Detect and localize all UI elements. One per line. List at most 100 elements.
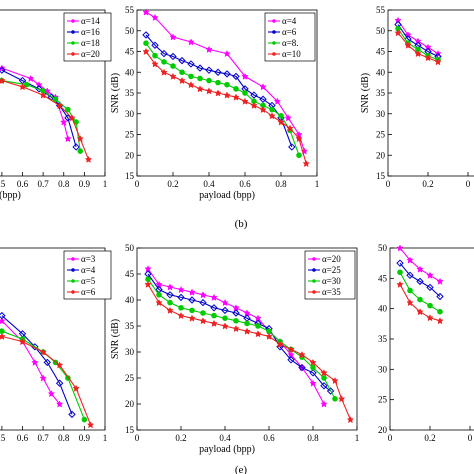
x-tick-label: 0.2 — [422, 179, 433, 189]
data-point — [434, 58, 442, 66]
data-point — [156, 292, 162, 298]
data-point — [242, 90, 248, 96]
data-point — [169, 52, 177, 61]
data-point — [188, 73, 194, 80]
x-tick-label: 0.8 — [275, 179, 287, 189]
data-point — [437, 308, 443, 315]
y-tick-label: 25 — [125, 373, 135, 383]
data-point — [39, 91, 47, 99]
y-tick-label: 25 — [378, 395, 388, 405]
data-point — [254, 330, 262, 338]
data-point — [396, 259, 404, 267]
legend-marker — [312, 257, 316, 261]
y-tick-label: 50 — [376, 26, 386, 36]
data-point — [232, 325, 240, 333]
data-point — [64, 135, 72, 143]
x-tick-label: 0.9 — [79, 433, 91, 443]
data-point — [321, 375, 327, 381]
x-tick-label: 1 — [355, 433, 360, 443]
data-point — [151, 60, 159, 68]
data-point — [273, 97, 281, 105]
series-line — [399, 247, 441, 282]
legend-marker — [71, 290, 75, 294]
data-point — [206, 77, 212, 84]
x-tick-label: 0.4 — [203, 179, 215, 189]
data-point — [233, 318, 239, 324]
y-tick-label: 40 — [125, 67, 135, 77]
data-point — [396, 280, 404, 288]
data-point — [81, 416, 88, 423]
data-point — [145, 276, 151, 283]
data-point — [287, 345, 295, 353]
data-point — [223, 91, 231, 99]
data-point — [179, 69, 185, 76]
data-point — [224, 81, 230, 88]
x-tick-label: 0 — [388, 433, 393, 443]
x-tick-label: 0.6 — [17, 433, 29, 443]
data-point — [232, 72, 240, 81]
legend-label: α=30 — [322, 276, 341, 286]
x-tick-label: 0.6 — [263, 433, 275, 443]
data-point — [52, 96, 59, 103]
legend-label: α=14 — [81, 16, 100, 26]
data-point — [332, 396, 338, 402]
data-point — [35, 85, 43, 93]
legend-marker — [71, 52, 75, 56]
x-tick-label: 0.6 — [17, 179, 29, 189]
series-line — [147, 273, 331, 392]
data-point — [210, 319, 218, 327]
x-tick-label: 0 — [468, 433, 473, 443]
x-tick-label: 0.7 — [38, 433, 50, 443]
data-point — [205, 87, 213, 95]
data-point — [211, 312, 217, 319]
data-point — [143, 40, 149, 47]
data-point — [39, 348, 47, 356]
x-tick-label: 0.2 — [175, 433, 186, 443]
legend: α=14α=16α=18α=20 — [63, 12, 112, 62]
x-tick-label: 1 — [103, 433, 108, 443]
data-point — [187, 38, 195, 46]
y-tick-label: 30 — [125, 347, 135, 357]
data-point — [407, 287, 413, 294]
data-point — [161, 59, 167, 65]
data-point — [199, 298, 207, 307]
data-point — [424, 54, 432, 62]
data-point — [241, 72, 249, 80]
legend-label: α=6 — [81, 287, 96, 297]
data-point — [276, 343, 284, 351]
data-point — [320, 369, 328, 377]
y-tick-label: 40 — [378, 304, 388, 314]
data-point — [436, 277, 444, 285]
data-point — [309, 369, 317, 377]
data-point — [320, 382, 328, 390]
data-point — [286, 124, 294, 132]
y-tick-label: 25 — [125, 130, 135, 140]
data-point — [255, 323, 261, 329]
x-tick-label: .5 — [0, 179, 6, 189]
legend-label: α=3 — [81, 254, 96, 264]
y-tick-label: 20 — [125, 399, 135, 409]
data-point — [60, 118, 68, 126]
x-tick-label: 0.2 — [167, 179, 178, 189]
data-point — [232, 309, 240, 317]
legend-marker — [312, 268, 316, 272]
y-tick-label: 20 — [378, 425, 388, 435]
x-tick-label: 0.8 — [58, 433, 70, 443]
panel-4: .5 0.6 0.7 0.8 0.9 1 α=3α=4α=5α=6 — [0, 247, 112, 443]
data-point — [426, 271, 434, 279]
data-point — [416, 265, 424, 273]
data-point — [243, 327, 251, 335]
x-tick-label: 0.6 — [239, 179, 251, 189]
y-tick-label: 45 — [378, 273, 388, 283]
data-point — [205, 45, 213, 53]
data-point — [406, 256, 414, 264]
y-axis-label: SNR (dB) — [110, 319, 121, 359]
y-tick-label: 45 — [125, 47, 135, 57]
data-point — [170, 63, 176, 69]
data-point — [241, 97, 249, 105]
data-point — [188, 314, 196, 322]
y-tick-label: 35 — [378, 334, 388, 344]
panel-2: 0 0.2 0.4 0.6 0.8 1 15 20 25 30 35 40 45 50 55 SNR (dB)… — [110, 5, 319, 201]
data-point — [210, 304, 218, 312]
legend-marker — [71, 30, 75, 34]
